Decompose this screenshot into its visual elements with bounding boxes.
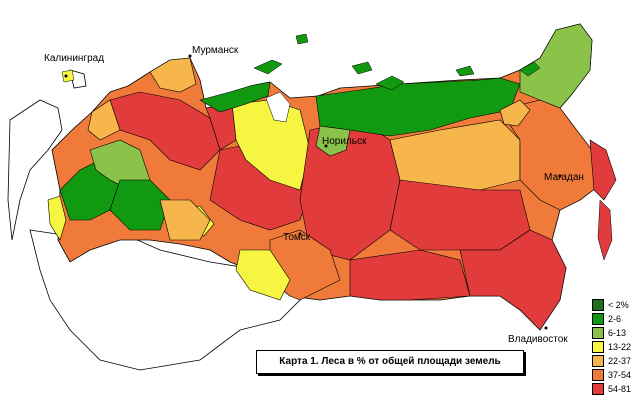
map-title: Карта 1. Леса в % от общей площади земел… xyxy=(256,350,524,374)
legend-swatch xyxy=(592,383,604,395)
legend-item: < 2% xyxy=(592,298,640,312)
city-markers xyxy=(64,54,562,330)
legend-item: 54-81 xyxy=(592,382,640,396)
legend-swatch xyxy=(592,313,604,325)
legend-swatch xyxy=(592,369,604,381)
city-label-kaliningrad: Калининград xyxy=(44,53,105,64)
city-label-tomsk: Томск xyxy=(283,232,311,243)
legend-item: 22-37 xyxy=(592,354,640,368)
kaliningrad-region xyxy=(61,69,75,83)
legend-swatch xyxy=(592,299,604,311)
legend-item: 6-13 xyxy=(592,326,640,340)
legend-label: 22-37 xyxy=(608,356,632,366)
legend-swatch xyxy=(592,327,604,339)
legend-label: < 2% xyxy=(608,300,629,310)
neighbor-countries xyxy=(7,69,301,371)
legend-label: 54-81 xyxy=(608,384,632,394)
legend-label: 13-22 xyxy=(608,342,632,352)
legend-item: 13-22 xyxy=(592,340,640,354)
legend-item: 37-54 xyxy=(592,368,640,382)
northern-band xyxy=(199,77,531,157)
regions xyxy=(47,23,617,331)
sakhalin xyxy=(597,199,613,261)
legend-item: 2-6 xyxy=(592,312,640,326)
city-label-murmansk: Мурманск xyxy=(192,45,239,56)
legend: < 2% 2-6 6-13 13-22 22-37 37-54 54-81 xyxy=(592,298,640,396)
legend-label: 6-13 xyxy=(608,328,627,338)
yamal-peninsula xyxy=(265,91,291,123)
legend-swatch xyxy=(592,355,604,367)
city-label-magadan: Магадан xyxy=(544,172,584,183)
city-label-norilsk: Норильск xyxy=(322,136,367,147)
arctic-islands xyxy=(253,33,541,91)
legend-label: 37-54 xyxy=(608,370,632,380)
city-label-vladivostok: Владивосток xyxy=(508,334,568,345)
legend-swatch xyxy=(592,341,604,353)
legend-label: 2-6 xyxy=(608,314,622,324)
